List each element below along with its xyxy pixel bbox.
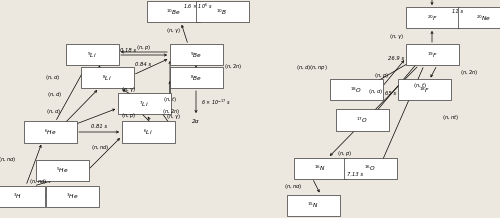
Text: $^6$Li: $^6$Li xyxy=(143,127,153,137)
Text: $(n,γ)$: $(n,γ)$ xyxy=(166,112,181,121)
Text: $^6$He: $^6$He xyxy=(44,127,57,137)
Text: $^{20}$Ne: $^{20}$Ne xyxy=(476,13,492,23)
Text: $(n,nt)$: $(n,nt)$ xyxy=(442,113,459,122)
Text: 11 s: 11 s xyxy=(452,10,464,15)
Text: $^{10}$Be: $^{10}$Be xyxy=(166,7,180,17)
Text: $(n,2n)$: $(n,2n)$ xyxy=(460,68,478,77)
Text: $(n,p)$: $(n,p)$ xyxy=(121,111,136,121)
Text: 0.81 s: 0.81 s xyxy=(91,124,107,128)
Text: $(n,d)(n,np)$: $(n,d)(n,np)$ xyxy=(296,63,328,72)
Text: $(n,d)$: $(n,d)$ xyxy=(48,90,62,99)
Text: $^{18}$F: $^{18}$F xyxy=(418,85,430,95)
Text: $^{10}$B: $^{10}$B xyxy=(216,7,228,17)
Text: $^7$Li: $^7$Li xyxy=(139,99,149,109)
Text: $(n,p)$: $(n,p)$ xyxy=(136,43,152,51)
FancyBboxPatch shape xyxy=(344,157,396,179)
Text: $^9$Be: $^9$Be xyxy=(190,50,202,60)
Text: $(n,α)$: $(n,α)$ xyxy=(46,73,60,82)
Text: $(n,nα)$: $(n,nα)$ xyxy=(0,155,16,165)
FancyBboxPatch shape xyxy=(36,160,88,181)
Text: $(n,2n)$: $(n,2n)$ xyxy=(162,107,180,116)
FancyBboxPatch shape xyxy=(122,121,174,143)
Text: 7.13 s: 7.13 s xyxy=(347,172,363,177)
Text: $^{17}$O: $^{17}$O xyxy=(356,115,368,125)
FancyBboxPatch shape xyxy=(286,194,340,216)
Text: $(n,nd)$: $(n,nd)$ xyxy=(91,143,109,153)
Text: 6 × 10$^{-17}$ s: 6 × 10$^{-17}$ s xyxy=(201,97,231,107)
FancyBboxPatch shape xyxy=(146,2,200,22)
Text: 0.18 s: 0.18 s xyxy=(120,48,136,53)
Text: $(n,p)$: $(n,p)$ xyxy=(374,72,389,80)
Text: $(n,α)$: $(n,α)$ xyxy=(46,107,62,116)
Text: $^3$H: $^3$H xyxy=(14,191,22,201)
FancyBboxPatch shape xyxy=(196,2,248,22)
FancyBboxPatch shape xyxy=(294,157,346,179)
Text: $^5$He: $^5$He xyxy=(56,165,68,175)
FancyBboxPatch shape xyxy=(46,186,98,206)
Text: 65 s: 65 s xyxy=(385,92,396,97)
FancyBboxPatch shape xyxy=(406,7,458,29)
Text: $^8$Be: $^8$Be xyxy=(190,73,202,83)
FancyBboxPatch shape xyxy=(118,94,171,114)
Text: $(n,t)$: $(n,t)$ xyxy=(163,95,177,104)
Text: $^9$Li: $^9$Li xyxy=(87,50,97,60)
Text: $^{20}$F: $^{20}$F xyxy=(426,13,438,23)
Text: $^{16}$N: $^{16}$N xyxy=(314,163,326,173)
Text: $(n,γ)$: $(n,γ)$ xyxy=(389,32,404,41)
Text: $(n,nα)$: $(n,nα)$ xyxy=(284,182,302,191)
FancyBboxPatch shape xyxy=(0,186,44,206)
Text: 26.9 s: 26.9 s xyxy=(388,56,404,61)
FancyBboxPatch shape xyxy=(330,80,382,100)
Text: 2α: 2α xyxy=(192,119,200,124)
Text: 1.6 × 10$^6$ s: 1.6 × 10$^6$ s xyxy=(182,1,212,11)
Text: $^{19}$F: $^{19}$F xyxy=(426,50,438,60)
FancyBboxPatch shape xyxy=(398,80,450,100)
Text: $(n,α)$: $(n,α)$ xyxy=(368,87,383,96)
Text: $(n,γ)$: $(n,γ)$ xyxy=(166,26,181,35)
FancyBboxPatch shape xyxy=(336,109,388,131)
Text: $(n,t)$: $(n,t)$ xyxy=(413,81,427,90)
Text: $(n,nd)$: $(n,nd)$ xyxy=(29,177,47,187)
FancyBboxPatch shape xyxy=(170,68,222,89)
Text: $^3$He: $^3$He xyxy=(66,191,78,201)
FancyBboxPatch shape xyxy=(24,121,76,143)
Text: $(n,p)$: $(n,p)$ xyxy=(338,150,352,158)
FancyBboxPatch shape xyxy=(406,44,458,65)
Text: $^{18}$O: $^{18}$O xyxy=(350,85,362,95)
FancyBboxPatch shape xyxy=(80,68,134,89)
FancyBboxPatch shape xyxy=(170,44,222,65)
Text: $^{15}$N: $^{15}$N xyxy=(307,200,319,210)
Text: $(n,γ)$: $(n,γ)$ xyxy=(121,85,136,94)
Text: $^{16}$O: $^{16}$O xyxy=(364,163,376,173)
Text: $(n,2n)$: $(n,2n)$ xyxy=(224,62,242,71)
FancyBboxPatch shape xyxy=(458,7,500,29)
Text: 0.84 s: 0.84 s xyxy=(135,63,151,68)
FancyBboxPatch shape xyxy=(66,44,118,65)
Text: $^8$Li: $^8$Li xyxy=(102,73,112,83)
